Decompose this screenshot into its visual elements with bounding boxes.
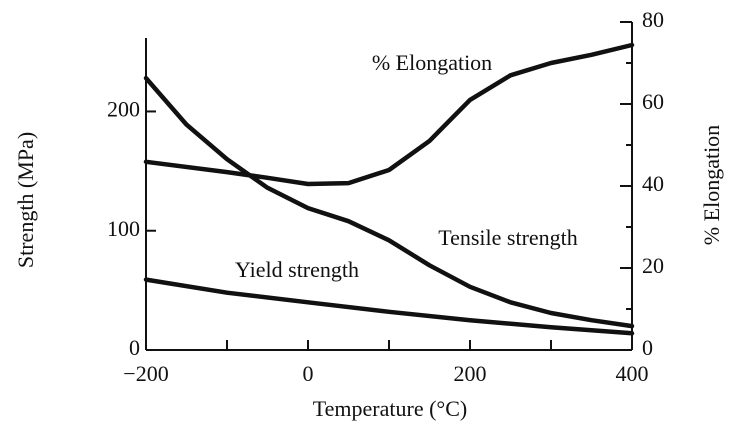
y2-tick-label: 20 <box>642 253 664 278</box>
y2-axis-label: % Elongation <box>699 125 724 245</box>
annotation: % Elongation <box>372 50 492 75</box>
x-axis-label: Temperature (°C) <box>313 396 467 421</box>
annotation: Tensile strength <box>438 225 578 250</box>
line-series <box>143 75 635 329</box>
line-series <box>143 42 635 187</box>
y2-tick-label: 40 <box>642 171 664 196</box>
y-tick-label: 200 <box>107 97 140 122</box>
x-tick-label: −200 <box>123 361 168 386</box>
line-series <box>143 277 635 336</box>
y-tick-label: 0 <box>129 335 140 360</box>
y2-tick-label: 60 <box>642 89 664 114</box>
y2-tick-label: 0 <box>642 335 653 360</box>
x-tick-label: 200 <box>454 361 487 386</box>
y2-tick-label: 80 <box>642 7 664 32</box>
y-tick-label: 100 <box>107 216 140 241</box>
y-axis-label: Strength (MPa) <box>13 132 38 268</box>
x-tick-label: 400 <box>616 361 649 386</box>
x-tick-label: 0 <box>303 361 314 386</box>
annotation: Yield strength <box>235 257 359 282</box>
